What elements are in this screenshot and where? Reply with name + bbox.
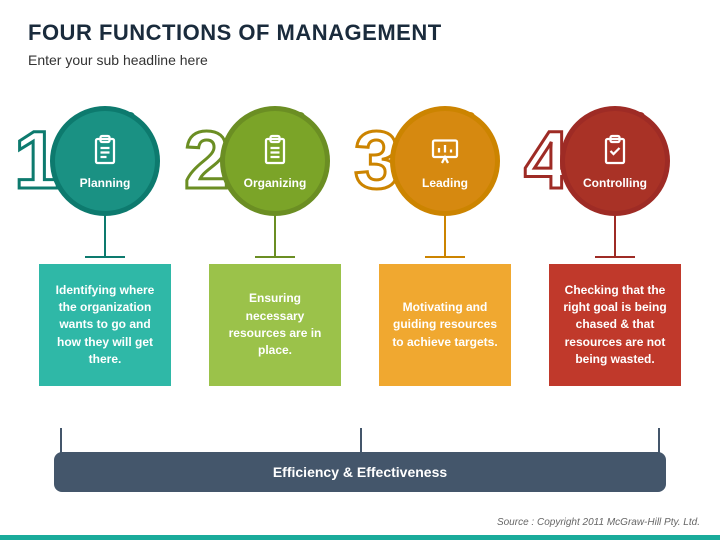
step-circle-leading: Leading bbox=[390, 106, 500, 216]
connector-lines bbox=[60, 428, 660, 454]
step-description-card: Motivating and guiding resources to achi… bbox=[379, 264, 511, 386]
accent-baseline bbox=[0, 535, 720, 540]
connector-stem bbox=[444, 214, 446, 258]
page-subtitle: Enter your sub headline here bbox=[28, 52, 692, 68]
connector-stem bbox=[614, 214, 616, 258]
clipboard-icon bbox=[87, 133, 123, 176]
step-label: Controlling bbox=[583, 176, 647, 190]
step-circle-organizing: Organizing bbox=[220, 106, 330, 216]
connector-stem bbox=[274, 214, 276, 258]
step-label: Leading bbox=[422, 176, 468, 190]
step-circle-planning: Planning bbox=[50, 106, 160, 216]
list-icon bbox=[257, 133, 293, 176]
source-credit: Source : Copyright 2011 McGraw-Hill Pty.… bbox=[497, 517, 700, 528]
presentation-icon bbox=[427, 133, 463, 176]
step-label: Organizing bbox=[244, 176, 307, 190]
check-icon bbox=[597, 133, 633, 176]
step-circle-controlling: Controlling bbox=[560, 106, 670, 216]
connector-stem bbox=[104, 214, 106, 258]
summary-box: Efficiency & Effectiveness bbox=[54, 452, 666, 492]
step-description-card: Checking that the right goal is being ch… bbox=[549, 264, 681, 386]
step-label: Planning bbox=[80, 176, 131, 190]
step-description-card: Identifying where the organization wants… bbox=[39, 264, 171, 386]
step-description-card: Ensuring necessary resources are in plac… bbox=[209, 264, 341, 386]
page-title: FOUR FUNCTIONS OF MANAGEMENT bbox=[28, 20, 692, 46]
